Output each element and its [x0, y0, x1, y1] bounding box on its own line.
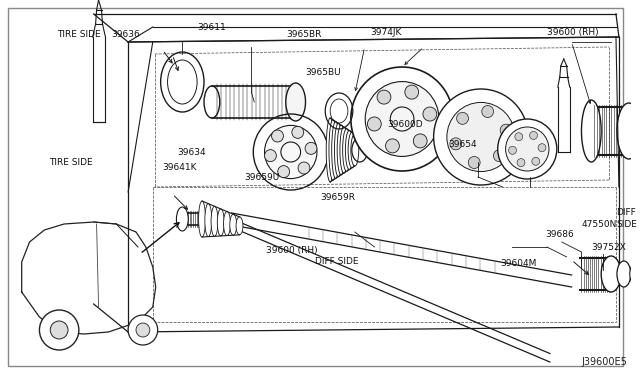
Ellipse shape: [305, 142, 317, 154]
Ellipse shape: [493, 150, 505, 162]
Text: 39600D: 39600D: [387, 119, 423, 128]
Ellipse shape: [617, 261, 631, 287]
Text: 39634: 39634: [177, 148, 206, 157]
Text: 39752X: 39752X: [591, 243, 626, 251]
FancyBboxPatch shape: [8, 8, 623, 366]
Ellipse shape: [413, 134, 427, 148]
Ellipse shape: [292, 126, 304, 138]
Ellipse shape: [385, 139, 399, 153]
Text: TIRE SIDE: TIRE SIDE: [57, 29, 100, 38]
Text: TIRE SIDE: TIRE SIDE: [49, 157, 93, 167]
Text: 39600 (RH): 39600 (RH): [547, 28, 598, 36]
Ellipse shape: [264, 125, 317, 179]
Ellipse shape: [332, 122, 340, 179]
Ellipse shape: [205, 203, 212, 237]
Text: 47550N: 47550N: [582, 219, 617, 228]
Text: 39604M: 39604M: [500, 260, 537, 269]
Ellipse shape: [342, 129, 351, 171]
Text: 39659U: 39659U: [244, 173, 280, 182]
Ellipse shape: [506, 127, 549, 171]
Ellipse shape: [326, 118, 334, 182]
Text: J39600E5: J39600E5: [582, 357, 627, 367]
Ellipse shape: [211, 206, 218, 236]
Ellipse shape: [529, 131, 538, 140]
Ellipse shape: [456, 112, 468, 124]
Ellipse shape: [198, 201, 205, 237]
Ellipse shape: [405, 85, 419, 99]
Ellipse shape: [264, 150, 276, 161]
Text: DIFF SIDE: DIFF SIDE: [316, 257, 359, 266]
Ellipse shape: [335, 124, 342, 177]
Ellipse shape: [346, 131, 353, 170]
Ellipse shape: [617, 103, 640, 159]
Ellipse shape: [500, 124, 512, 136]
Ellipse shape: [630, 264, 639, 284]
Ellipse shape: [298, 162, 310, 174]
Ellipse shape: [51, 321, 68, 339]
Ellipse shape: [351, 134, 359, 166]
Text: 39636: 39636: [111, 29, 140, 38]
Ellipse shape: [351, 67, 453, 171]
Ellipse shape: [498, 119, 557, 179]
Ellipse shape: [447, 102, 515, 171]
Ellipse shape: [450, 138, 461, 150]
Text: 39686: 39686: [545, 230, 573, 238]
Ellipse shape: [515, 133, 523, 141]
Ellipse shape: [482, 106, 493, 118]
Ellipse shape: [286, 83, 305, 121]
Text: 39654: 39654: [449, 140, 477, 148]
Ellipse shape: [423, 107, 436, 121]
Ellipse shape: [377, 90, 391, 104]
Ellipse shape: [365, 81, 439, 157]
Text: 3965BU: 3965BU: [305, 67, 341, 77]
Ellipse shape: [329, 120, 337, 180]
Ellipse shape: [177, 207, 188, 231]
Ellipse shape: [128, 315, 157, 345]
Ellipse shape: [601, 256, 621, 292]
Ellipse shape: [40, 310, 79, 350]
Ellipse shape: [532, 157, 540, 165]
Ellipse shape: [635, 108, 640, 154]
Ellipse shape: [278, 166, 290, 178]
Ellipse shape: [582, 100, 601, 162]
Text: 3974JK: 3974JK: [371, 28, 402, 36]
Text: DIFF: DIFF: [616, 208, 636, 217]
Text: 39611: 39611: [197, 22, 226, 32]
Text: 39600 (RH): 39600 (RH): [266, 246, 317, 254]
Ellipse shape: [434, 89, 528, 185]
Text: 39641K: 39641K: [163, 163, 197, 171]
Ellipse shape: [509, 146, 516, 154]
Ellipse shape: [230, 214, 237, 235]
Text: 39659R: 39659R: [320, 192, 355, 202]
Ellipse shape: [271, 130, 284, 142]
Ellipse shape: [337, 125, 345, 175]
Ellipse shape: [367, 117, 381, 131]
Ellipse shape: [223, 212, 230, 235]
Ellipse shape: [340, 127, 348, 173]
Ellipse shape: [348, 132, 356, 168]
Ellipse shape: [218, 209, 224, 236]
Ellipse shape: [136, 323, 150, 337]
Text: SIDE: SIDE: [616, 219, 637, 228]
Ellipse shape: [538, 144, 546, 152]
Ellipse shape: [517, 158, 525, 167]
Text: 3965BR: 3965BR: [286, 29, 321, 38]
Ellipse shape: [468, 157, 480, 169]
Ellipse shape: [236, 217, 243, 235]
